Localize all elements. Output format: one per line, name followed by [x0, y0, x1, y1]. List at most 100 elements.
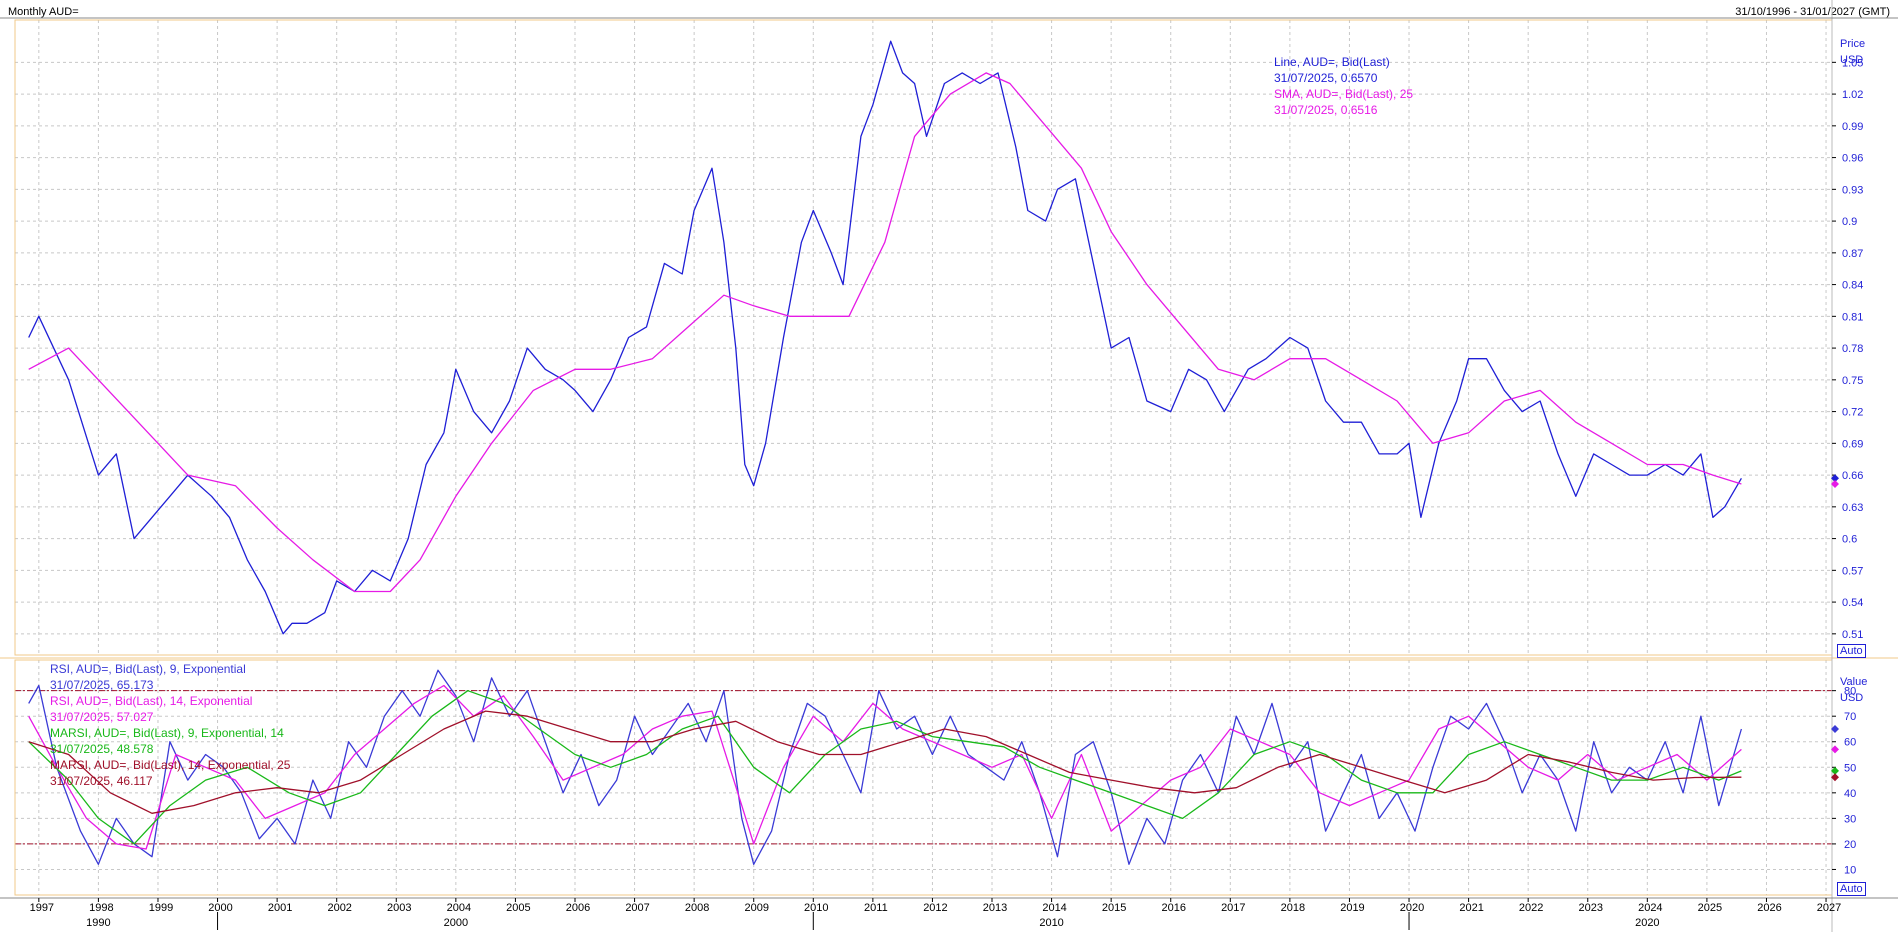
legend-entry: 31/07/2025, 0.6570 [1274, 71, 1378, 85]
year-label: 2021 [1459, 902, 1483, 914]
price-tick-label: 0.57 [1842, 565, 1863, 577]
marsi9-series-last-marker [1831, 766, 1839, 775]
price-tick-label: 0.96 [1842, 153, 1863, 165]
rsi-panel-frame [14, 659, 1833, 896]
rsi-tick-label: 20 [1844, 839, 1856, 851]
legend-entry: 31/07/2025, 65.173 [50, 678, 154, 692]
year-label: 2000 [208, 902, 232, 914]
year-label: 2010 [804, 902, 828, 914]
year-label: 2026 [1757, 902, 1781, 914]
year-label: 2008 [685, 902, 709, 914]
year-label: 2003 [387, 902, 411, 914]
year-label: 2001 [268, 902, 292, 914]
sma-series[interactable] [28, 72, 1742, 593]
price-tick-label: 0.84 [1842, 280, 1863, 292]
price-panel-frame [14, 19, 1833, 656]
price-tick-label: 1.02 [1842, 89, 1863, 101]
year-label: 1998 [89, 902, 113, 914]
price-tick-label: 0.93 [1842, 184, 1863, 196]
date-range-label: 31/10/1996 - 31/01/2027 (GMT) [1735, 6, 1890, 18]
price-line-series[interactable] [28, 40, 1742, 635]
rsi-tick-label: 40 [1844, 788, 1856, 800]
year-label: 1997 [30, 902, 54, 914]
legend-entry: RSI, AUD=, Bid(Last), 9, Exponential [50, 662, 246, 676]
price-line-series-last-marker [1831, 474, 1839, 483]
price-axis-title: Price [1840, 38, 1866, 50]
legend-entry: 31/07/2025, 46.117 [50, 774, 153, 788]
rsi9-series[interactable] [28, 669, 1743, 865]
year-label: 2012 [923, 902, 947, 914]
price-tick-label: 0.81 [1842, 311, 1863, 323]
price-axis-unit: USD [1840, 54, 1864, 66]
year-label: 2023 [1579, 902, 1603, 914]
year-label: 2002 [327, 902, 351, 914]
price-tick-label: 0.99 [1842, 121, 1863, 133]
decade-label: 2000 [444, 917, 468, 929]
rsi9-series-last-marker [1831, 724, 1839, 733]
legend-entry: MARSI, AUD=, Bid(Last), 14, Exponential,… [50, 758, 291, 772]
price-tick-label: 0.72 [1842, 407, 1863, 419]
rsi-tick-label: 70 [1844, 711, 1856, 723]
marsi14-series[interactable] [28, 710, 1742, 814]
grid [15, 20, 1832, 895]
legend-entry: Line, AUD=, Bid(Last) [1274, 55, 1390, 69]
rsi-auto-button[interactable]: Auto [1837, 882, 1866, 896]
rsi-tick-label: 60 [1844, 737, 1856, 749]
year-label: 2006 [566, 902, 590, 914]
rsi-tick-label: 10 [1844, 864, 1856, 876]
year-label: 2015 [1102, 902, 1126, 914]
price-tick-label: 1.05 [1842, 57, 1863, 69]
price-tick-label: 0.9 [1842, 216, 1857, 228]
chart-title: Monthly AUD= [8, 6, 79, 18]
year-label: 2027 [1817, 902, 1841, 914]
year-label: 2017 [1221, 902, 1245, 914]
year-label: 2007 [625, 902, 649, 914]
rsi-tick-label: 80 [1844, 686, 1856, 698]
year-label: 1999 [149, 902, 173, 914]
rsi14-series-last-marker [1831, 745, 1839, 754]
year-label: 2004 [447, 902, 471, 914]
year-label: 2014 [1042, 902, 1066, 914]
year-label: 2013 [983, 902, 1007, 914]
year-label: 2019 [1340, 902, 1364, 914]
series-layer [28, 40, 1743, 865]
legend-entry: RSI, AUD=, Bid(Last), 14, Exponential [50, 694, 253, 708]
price-tick-label: 0.66 [1842, 470, 1863, 482]
year-label: 2005 [506, 902, 530, 914]
price-tick-label: 0.78 [1842, 343, 1863, 355]
legend-entry: MARSI, AUD=, Bid(Last), 9, Exponential, … [50, 726, 284, 740]
price-tick-label: 0.54 [1842, 597, 1863, 609]
year-label: 2011 [864, 902, 888, 914]
marsi9-series[interactable] [28, 690, 1742, 845]
year-label: 2022 [1519, 902, 1543, 914]
price-tick-label: 0.87 [1842, 248, 1863, 260]
legend-entry: SMA, AUD=, Bid(Last), 25 [1274, 87, 1414, 101]
sma-series-last-marker [1831, 479, 1839, 488]
rsi-tick-label: 30 [1844, 813, 1856, 825]
price-tick-label: 0.6 [1842, 534, 1857, 546]
rsi-tick-label: 50 [1844, 762, 1856, 774]
price-tick-label: 0.63 [1842, 502, 1863, 514]
year-label: 2018 [1281, 902, 1305, 914]
legend-entry: 31/07/2025, 57.027 [50, 710, 154, 724]
price-tick-label: 0.51 [1842, 629, 1863, 641]
decade-label: 1990 [86, 917, 110, 929]
rsi-axis-unit: USD [1840, 692, 1864, 704]
legend-entry: 31/07/2025, 0.6516 [1274, 103, 1378, 117]
year-label: 2020 [1400, 902, 1424, 914]
price-tick-label: 0.75 [1842, 375, 1863, 387]
price-auto-button[interactable]: Auto [1837, 644, 1866, 658]
legend-entry: 31/07/2025, 48.578 [50, 742, 154, 756]
price-tick-label: 0.69 [1842, 438, 1863, 450]
year-label: 2009 [744, 902, 768, 914]
year-label: 2016 [1161, 902, 1185, 914]
decade-label: 2010 [1039, 917, 1063, 929]
rsi14-series[interactable] [28, 684, 1742, 850]
marsi14-series-last-marker [1831, 773, 1839, 782]
year-label: 2024 [1638, 902, 1662, 914]
decade-label: 2020 [1635, 917, 1659, 929]
year-label: 2025 [1698, 902, 1722, 914]
rsi-axis-title: Value [1840, 676, 1868, 688]
